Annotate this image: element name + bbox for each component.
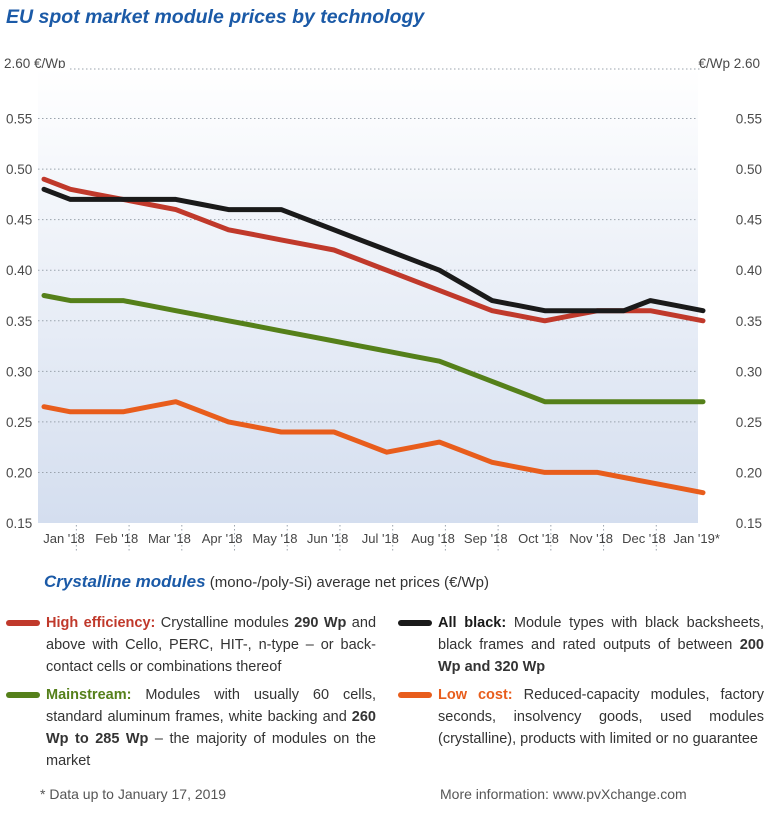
chart-title: EU spot market module prices by technolo… bbox=[6, 6, 425, 28]
x-axis: Jan '18 Feb '18 Mar '18 Apr '18 May '18 Jun '… bbox=[43, 531, 720, 546]
legend-bold: 260 Wp to 285 Wp bbox=[46, 709, 376, 747]
x-tick-label: Dec '18 bbox=[622, 531, 666, 546]
x-tick-label: Mar '18 bbox=[148, 531, 191, 546]
legend-all-black: All black: Module types with black backs… bbox=[398, 612, 766, 682]
y-tick-label-right: 0.45 bbox=[736, 213, 762, 228]
legend-text-mainstream: Mainstream: Modules with usually 60 cell… bbox=[46, 684, 376, 772]
price-line-chart: 0.15 0.20 0.25 0.30 0.35 0.40 0.45 0.50 0.55 0.1… bbox=[6, 68, 762, 551]
y-tick-label-right: 0.35 bbox=[736, 314, 762, 329]
y-axis-unit-left: 2.60 €/Wp bbox=[4, 56, 66, 71]
y-axis-right: 0.15 0.20 0.25 0.30 0.35 0.40 0.45 0.50 0.55 bbox=[736, 112, 762, 531]
y-tick-label-right: 0.50 bbox=[736, 162, 762, 177]
grid-lines bbox=[38, 68, 700, 551]
series-lines bbox=[41, 176, 706, 496]
y-tick-label-left: 0.55 bbox=[6, 112, 32, 127]
series-line-mainstream bbox=[41, 293, 706, 405]
y-tick-label-left: 0.35 bbox=[6, 314, 32, 329]
legend-desc: Modules with usually 60 cells, standard … bbox=[46, 687, 376, 725]
x-tick-label: Feb '18 bbox=[95, 531, 138, 546]
subtitle-lead: Crystalline modules bbox=[44, 572, 206, 591]
x-tick-label: Jun '18 bbox=[307, 531, 349, 546]
series-line-low-cost bbox=[41, 399, 706, 496]
legend-low-cost: Low cost: Reduced-capacity modules, fact… bbox=[398, 684, 766, 776]
x-tick-label: May '18 bbox=[252, 531, 297, 546]
legend-text-low-cost: Low cost: Reduced-capacity modules, fact… bbox=[438, 684, 764, 750]
y-tick-label-left: 0.15 bbox=[6, 516, 32, 531]
legend-desc: Module types with black backsheets, blac… bbox=[438, 615, 765, 653]
legend-text-high-efficiency: High efficiency: Crystalline modules 290… bbox=[46, 612, 376, 678]
y-tick-label-left: 0.20 bbox=[6, 465, 32, 480]
y-axis-unit-right: €/Wp 2.60 bbox=[698, 56, 760, 71]
x-tick-label: Sep '18 bbox=[464, 531, 508, 546]
series-line-all-black bbox=[41, 186, 706, 314]
y-tick-label-left: 0.30 bbox=[6, 364, 32, 379]
x-tick-label: Jan '19* bbox=[673, 531, 720, 546]
legend-name-all-black: All black: bbox=[438, 615, 507, 631]
legend-desc: Reduced-capacity modules, factory second… bbox=[438, 687, 764, 747]
y-tick-label-right: 0.55 bbox=[736, 112, 762, 127]
y-axis-left: 0.15 0.20 0.25 0.30 0.35 0.40 0.45 0.50 0.55 bbox=[6, 112, 32, 531]
x-tick-label: Jan '18 bbox=[43, 531, 85, 546]
legend-desc: Crystalline modules bbox=[155, 615, 295, 631]
legend-swatch-high-efficiency bbox=[6, 620, 40, 626]
y-tick-label-left: 0.50 bbox=[6, 162, 32, 177]
legend-name-low-cost: Low cost: bbox=[438, 687, 513, 703]
x-tick-label: Nov '18 bbox=[569, 531, 613, 546]
legend-name-mainstream: Mainstream: bbox=[46, 687, 132, 703]
y-tick-label-left: 0.40 bbox=[6, 263, 32, 278]
x-tick-label: Aug '18 bbox=[411, 531, 455, 546]
legend-text-all-black: All black: Module types with black backs… bbox=[438, 612, 764, 678]
legend-swatch-low-cost bbox=[398, 692, 432, 698]
chart-subtitle: Crystalline modules (mono-/poly-Si) aver… bbox=[44, 572, 489, 592]
legend-desc: and above with Cello, PERC, HIT-, n-type… bbox=[46, 615, 377, 675]
legend-desc: – the majority of modules on the market bbox=[46, 731, 376, 769]
y-tick-label-right: 0.25 bbox=[736, 415, 762, 430]
footnote-more-info: More information: www.pvXchange.com bbox=[440, 786, 687, 802]
y-tick-label-right: 0.30 bbox=[736, 364, 762, 379]
x-tick-label: Jul '18 bbox=[362, 531, 399, 546]
legend-bold: 290 Wp bbox=[294, 615, 347, 631]
legend-mainstream: Mainstream: Modules with usually 60 cell… bbox=[6, 684, 378, 776]
y-tick-label-left: 0.45 bbox=[6, 213, 32, 228]
x-tick-label: Apr '18 bbox=[202, 531, 243, 546]
footnote-data-date: * Data up to January 17, 2019 bbox=[40, 786, 227, 802]
legend-swatch-mainstream bbox=[6, 692, 40, 698]
legend-swatch-all-black bbox=[398, 620, 432, 626]
legend-high-efficiency: High efficiency: Crystalline modules 290… bbox=[6, 612, 378, 682]
y-tick-label-left: 0.25 bbox=[6, 415, 32, 430]
x-tick-label: Oct '18 bbox=[518, 531, 559, 546]
y-tick-label-right: 0.40 bbox=[736, 263, 762, 278]
y-tick-label-right: 0.20 bbox=[736, 465, 762, 480]
subtitle-rest: (mono-/poly-Si) average net prices (€/Wp… bbox=[205, 574, 489, 591]
legend-bold: 200 Wp and 320 Wp bbox=[438, 637, 764, 675]
legend-name-high-efficiency: High efficiency: bbox=[46, 615, 156, 631]
y-tick-label-right: 0.15 bbox=[736, 516, 762, 531]
plot-area bbox=[38, 68, 698, 523]
